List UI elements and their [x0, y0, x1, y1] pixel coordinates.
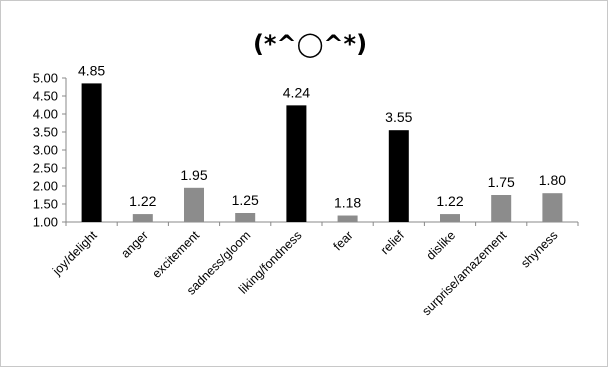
data-labels: 4.85 1.22 1.95 1.25 4.24 1.18 3.55 1.22 1.75 1.80 [78, 62, 566, 210]
y-tick-label: 3.50 [33, 125, 58, 140]
y-axis-ticks: 1.00 1.50 2.00 2.50 3.00 3.50 4.00 4.50 5.00 [33, 71, 66, 230]
bar-anger [132, 214, 153, 222]
category-labels: joy/delight angerexcitementsadness/glooml… [49, 228, 560, 318]
category-label: dislike [424, 228, 458, 262]
bar-excitement [184, 187, 204, 222]
bar-dislike [440, 214, 460, 222]
data-label: 4.24 [283, 84, 310, 100]
data-label: 1.22 [436, 193, 463, 209]
data-label: 1.75 [488, 174, 515, 190]
data-label: 1.18 [334, 195, 361, 211]
data-label: 1.95 [180, 167, 207, 183]
chart-bars [81, 83, 563, 223]
y-tick-label: 2.50 [33, 161, 58, 176]
bar-sadness-gloom [235, 213, 256, 222]
y-tick-label: 4.00 [33, 107, 58, 122]
y-tick-label: 2.00 [33, 179, 58, 194]
category-label: fear [331, 228, 356, 253]
bar-shyness [542, 193, 563, 222]
y-tick-label: 3.00 [33, 143, 58, 158]
bar-fear [337, 215, 358, 222]
category-label: joy/delight [49, 228, 100, 279]
category-label: excitement [149, 228, 202, 281]
data-label: 1.25 [232, 192, 259, 208]
data-label: 4.85 [78, 62, 105, 78]
y-tick-label: 1.50 [33, 197, 58, 212]
bar-relief [388, 130, 409, 222]
category-label: relief [378, 228, 407, 257]
data-label: 1.80 [539, 172, 566, 188]
y-tick-label: 4.50 [33, 89, 58, 104]
data-label: 1.22 [129, 193, 156, 209]
bar-surprise-amazement [491, 195, 512, 222]
data-label: 3.55 [385, 109, 412, 125]
bar-liking-fondness [286, 105, 307, 222]
y-tick-label: 1.00 [33, 215, 58, 230]
category-label: anger [118, 228, 151, 261]
bar-joy-delight [81, 83, 102, 223]
chart-title: (*^◯^*) [253, 30, 367, 58]
y-tick-label: 5.00 [33, 71, 58, 86]
category-label: shyness [518, 228, 560, 270]
category-label: surprise/amazement [419, 228, 509, 318]
